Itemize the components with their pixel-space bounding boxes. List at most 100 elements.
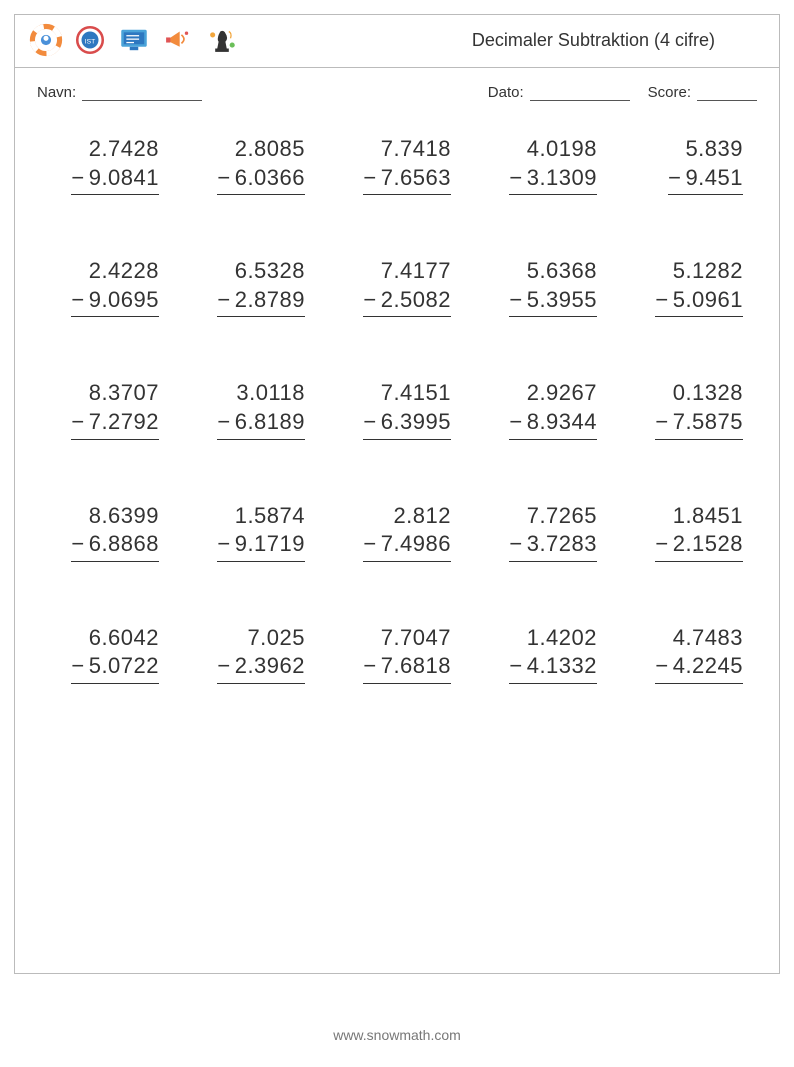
subtrahend: 9.1719 <box>235 530 305 559</box>
problem: 5.6368−5.3955 <box>481 257 605 317</box>
subtrahend-row: −5.3955 <box>509 286 597 318</box>
subtrahend-row: −5.0961 <box>655 286 743 318</box>
operator: − <box>217 164 230 193</box>
minuend: 1.5874 <box>235 502 305 531</box>
problem: 7.7418−7.6563 <box>335 135 459 195</box>
name-field: Navn: <box>37 84 468 101</box>
subtrahend-row: −9.0695 <box>71 286 159 318</box>
subtrahend-row: −2.1528 <box>655 530 743 562</box>
subtrahend: 8.9344 <box>527 408 597 437</box>
operator: − <box>217 530 230 559</box>
problem: 7.4151−6.3995 <box>335 379 459 439</box>
subtrahend: 5.3955 <box>527 286 597 315</box>
subtrahend: 6.3995 <box>381 408 451 437</box>
minuend: 6.5328 <box>235 257 305 286</box>
subtrahend: 2.8789 <box>235 286 305 315</box>
minuend: 1.8451 <box>673 502 743 531</box>
problem: 2.4228−9.0695 <box>43 257 167 317</box>
problem: 4.0198−3.1309 <box>481 135 605 195</box>
name-blank[interactable] <box>82 85 202 101</box>
subtrahend-row: −6.8189 <box>217 408 305 440</box>
minuend: 7.7418 <box>381 135 451 164</box>
operator: − <box>71 286 84 315</box>
minuend: 7.025 <box>247 624 305 653</box>
operator: − <box>655 286 668 315</box>
subtrahend: 2.5082 <box>381 286 451 315</box>
date-blank[interactable] <box>530 85 630 101</box>
minuend: 7.4177 <box>381 257 451 286</box>
subtrahend: 7.6818 <box>381 652 451 681</box>
subtrahend-row: −7.6563 <box>363 164 451 196</box>
minuend: 4.0198 <box>527 135 597 164</box>
operator: − <box>217 408 230 437</box>
subtrahend-row: −7.4986 <box>363 530 451 562</box>
subtrahend-row: −9.451 <box>668 164 743 196</box>
subtrahend: 5.0961 <box>673 286 743 315</box>
minuend: 8.3707 <box>89 379 159 408</box>
problem: 6.5328−2.8789 <box>189 257 313 317</box>
operator: − <box>363 286 376 315</box>
operator: − <box>509 164 522 193</box>
subtrahend: 3.1309 <box>527 164 597 193</box>
problem: 7.025−2.3962 <box>189 624 313 684</box>
subtrahend: 2.3962 <box>235 652 305 681</box>
subtrahend: 9.0695 <box>89 286 159 315</box>
monitor-icon <box>117 23 151 57</box>
problem: 2.8085−6.0366 <box>189 135 313 195</box>
problem: 2.812−7.4986 <box>335 502 459 562</box>
subtrahend-row: −5.0722 <box>71 652 159 684</box>
subtrahend: 5.0722 <box>89 652 159 681</box>
minuend: 2.7428 <box>89 135 159 164</box>
problem: 7.7265−3.7283 <box>481 502 605 562</box>
name-label: Navn: <box>37 84 76 101</box>
problem: 8.3707−7.2792 <box>43 379 167 439</box>
subtrahend-row: −2.3962 <box>217 652 305 684</box>
subtrahend-row: −8.9344 <box>509 408 597 440</box>
problem: 2.7428−9.0841 <box>43 135 167 195</box>
minuend: 2.8085 <box>235 135 305 164</box>
subtrahend-row: −6.0366 <box>217 164 305 196</box>
operator: − <box>655 652 668 681</box>
header-row: IST <box>15 15 779 68</box>
minuend: 2.4228 <box>89 257 159 286</box>
subtrahend: 9.0841 <box>89 164 159 193</box>
subtrahend-row: −9.1719 <box>217 530 305 562</box>
minuend: 5.6368 <box>527 257 597 286</box>
subtrahend: 7.4986 <box>381 530 451 559</box>
date-field: Dato: <box>488 84 630 101</box>
score-label: Score: <box>648 84 691 101</box>
minuend: 1.4202 <box>527 624 597 653</box>
problem: 7.4177−2.5082 <box>335 257 459 317</box>
minuend: 4.7483 <box>673 624 743 653</box>
operator: − <box>71 164 84 193</box>
operator: − <box>668 164 681 193</box>
date-label: Dato: <box>488 84 524 101</box>
problem: 3.0118−6.8189 <box>189 379 313 439</box>
meta-row: Navn: Dato: Score: <box>15 68 779 109</box>
problem: 5.839−9.451 <box>627 135 751 195</box>
operator: − <box>71 652 84 681</box>
problem: 0.1328−7.5875 <box>627 379 751 439</box>
problem: 1.5874−9.1719 <box>189 502 313 562</box>
subtrahend: 6.8189 <box>235 408 305 437</box>
problem: 6.6042−5.0722 <box>43 624 167 684</box>
subtrahend: 7.5875 <box>673 408 743 437</box>
score-blank[interactable] <box>697 85 757 101</box>
subtrahend-row: −7.6818 <box>363 652 451 684</box>
operator: − <box>71 530 84 559</box>
operator: − <box>71 408 84 437</box>
minuend: 6.6042 <box>89 624 159 653</box>
subtrahend-row: −6.3995 <box>363 408 451 440</box>
subtrahend: 4.2245 <box>673 652 743 681</box>
minuend: 7.7047 <box>381 624 451 653</box>
subtrahend-row: −3.7283 <box>509 530 597 562</box>
minuend: 5.1282 <box>673 257 743 286</box>
operator: − <box>363 164 376 193</box>
subtrahend-row: −4.2245 <box>655 652 743 684</box>
subtrahend-row: −4.1332 <box>509 652 597 684</box>
operator: − <box>509 286 522 315</box>
minuend: 5.839 <box>685 135 743 164</box>
subtrahend-row: −2.5082 <box>363 286 451 318</box>
minuend: 7.4151 <box>381 379 451 408</box>
minuend: 2.812 <box>393 502 451 531</box>
